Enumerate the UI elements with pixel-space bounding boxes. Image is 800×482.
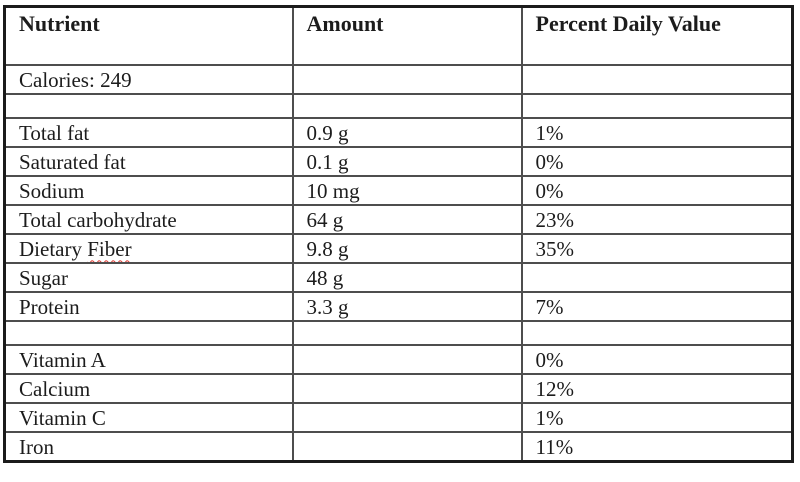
nutrient-cell	[3, 319, 294, 346]
nutrient-cell: Total fat	[3, 116, 294, 148]
table-row: Vitamin C 1%	[3, 401, 794, 433]
nutrient-cell: Protein	[3, 290, 294, 322]
nutrient-cell: Sugar	[3, 261, 294, 293]
table-row: Total carbohydrate 64 g 23%	[3, 203, 794, 235]
table-body: Calories: 249 Total fat 0.9 g 1% Saturated f…	[3, 63, 794, 462]
table-row: Dietary Fiber 9.8 g 35%	[3, 232, 794, 264]
amount-cell	[291, 343, 523, 375]
nutrition-facts-table: Nutrient Amount Percent Daily Value Calo…	[3, 5, 794, 463]
amount-cell: 48 g	[291, 261, 523, 293]
nutrient-cell: Dietary Fiber	[3, 232, 294, 264]
table-header-row: Nutrient Amount Percent Daily Value	[3, 5, 794, 66]
nutrient-cell: Sodium	[3, 174, 294, 206]
amount-cell	[291, 319, 523, 346]
amount-cell: 10 mg	[291, 174, 523, 206]
percent-daily-value-cell: 0%	[520, 145, 794, 177]
percent-daily-value-cell	[520, 319, 794, 346]
amount-cell: 3.3 g	[291, 290, 523, 322]
nutrient-cell: Calcium	[3, 372, 294, 404]
table-row: Iron 11%	[3, 430, 794, 462]
spacer-row	[3, 319, 794, 346]
percent-daily-value-cell: 35%	[520, 232, 794, 264]
nutrient-cell: Iron	[3, 430, 294, 462]
amount-cell: 0.9 g	[291, 116, 523, 148]
spacer-row	[3, 92, 794, 119]
amount-cell: 0.1 g	[291, 145, 523, 177]
table-row: Total fat 0.9 g 1%	[3, 116, 794, 148]
amount-cell	[291, 92, 523, 119]
nutrient-cell: Vitamin A	[3, 343, 294, 375]
percent-daily-value-cell	[520, 63, 794, 95]
nutrient-cell: Calories: 249	[3, 63, 294, 95]
amount-cell	[291, 430, 523, 462]
nutrient-cell	[3, 92, 294, 119]
percent-daily-value-cell: 12%	[520, 372, 794, 404]
column-header-amount: Amount	[291, 5, 523, 66]
nutrient-cell: Total carbohydrate	[3, 203, 294, 235]
column-header-nutrient: Nutrient	[3, 5, 294, 66]
percent-daily-value-cell: 1%	[520, 401, 794, 433]
table-row: Calcium 12%	[3, 372, 794, 404]
table-row: Vitamin A 0%	[3, 343, 794, 375]
nutrient-cell: Vitamin C	[3, 401, 294, 433]
amount-cell	[291, 401, 523, 433]
table-row: Calories: 249	[3, 63, 794, 95]
table-row: Sodium 10 mg 0%	[3, 174, 794, 206]
document-page: Nutrient Amount Percent Daily Value Calo…	[0, 5, 800, 482]
amount-cell: 64 g	[291, 203, 523, 235]
percent-daily-value-cell: 0%	[520, 174, 794, 206]
percent-daily-value-cell: 11%	[520, 430, 794, 462]
amount-cell	[291, 63, 523, 95]
percent-daily-value-cell: 7%	[520, 290, 794, 322]
percent-daily-value-cell: 0%	[520, 343, 794, 375]
percent-daily-value-cell	[520, 261, 794, 293]
column-header-percent-daily-value: Percent Daily Value	[520, 5, 794, 66]
percent-daily-value-cell: 23%	[520, 203, 794, 235]
nutrient-cell: Saturated fat	[3, 145, 294, 177]
spellcheck-flagged-word: Fiber	[87, 236, 132, 261]
table-row: Saturated fat 0.1 g 0%	[3, 145, 794, 177]
percent-daily-value-cell	[520, 92, 794, 119]
table-row: Sugar 48 g	[3, 261, 794, 293]
percent-daily-value-cell: 1%	[520, 116, 794, 148]
amount-cell	[291, 372, 523, 404]
table-row: Protein 3.3 g 7%	[3, 290, 794, 322]
amount-cell: 9.8 g	[291, 232, 523, 264]
